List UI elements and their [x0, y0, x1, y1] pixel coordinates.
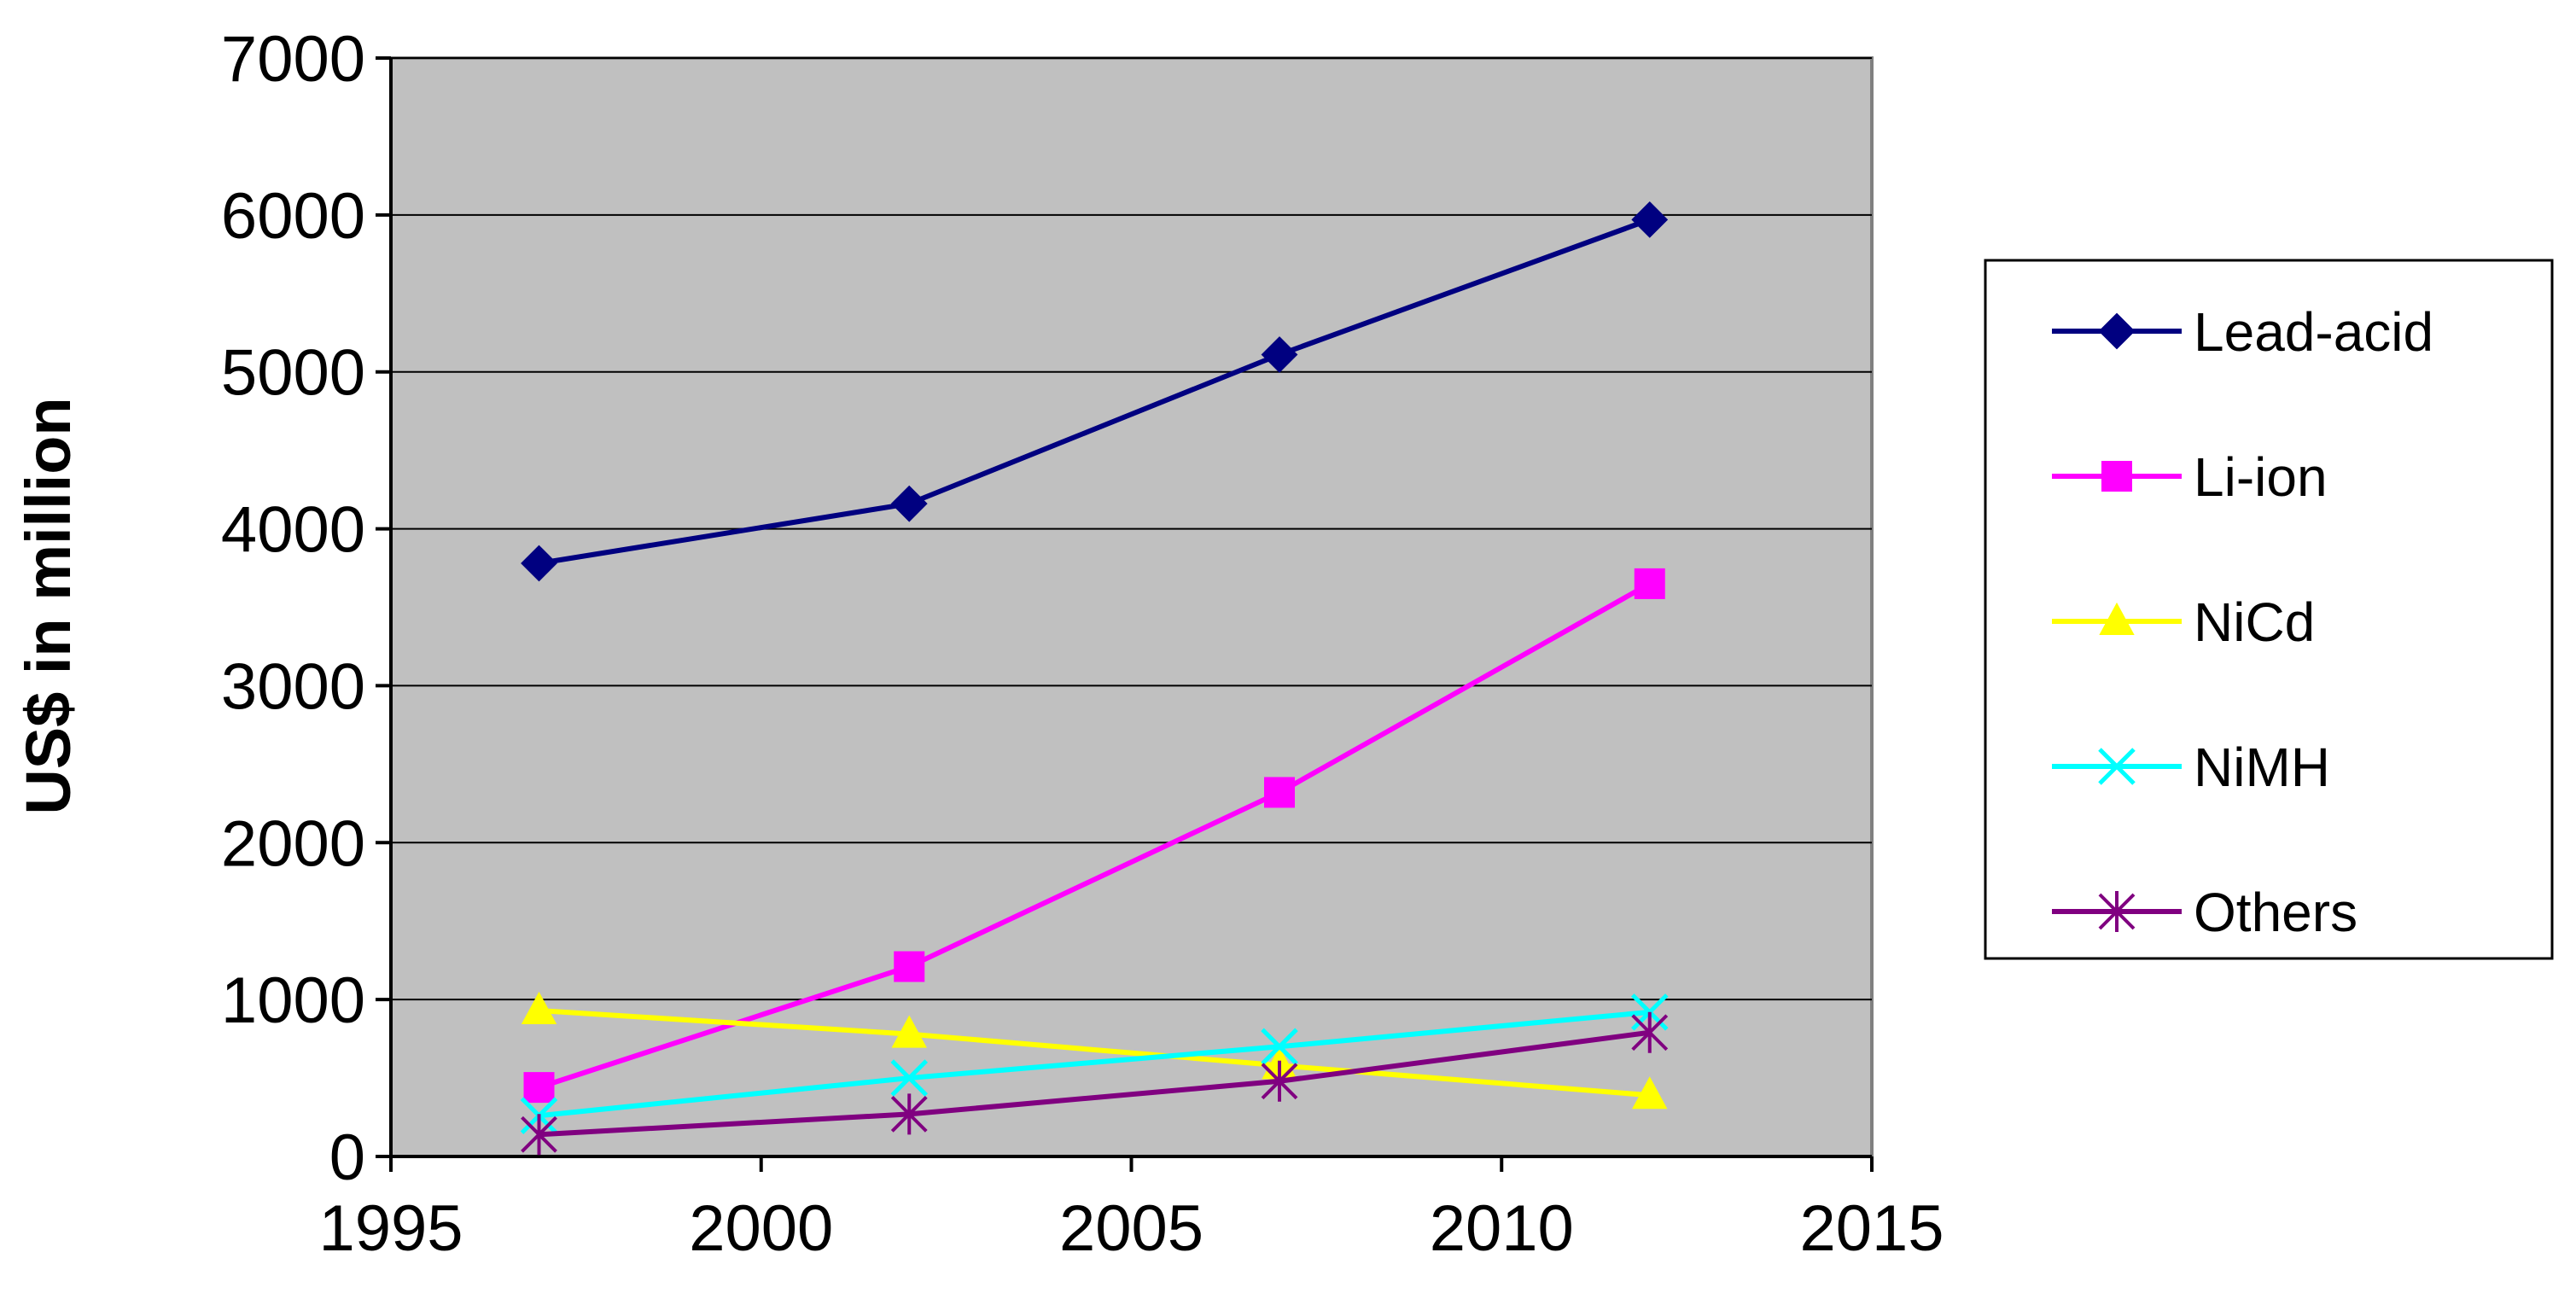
data-point-nicd-1997 [521, 991, 557, 1025]
x-tick-label-1995: 1995 [318, 1192, 463, 1265]
legend-label-li-ion: Li-ion [2194, 446, 2328, 508]
gridlines [391, 57, 1872, 1001]
legend-box [1984, 259, 2554, 960]
data-point-lead-acid-1997 [521, 545, 557, 582]
y-tick-label-1000: 1000 [221, 964, 365, 1037]
y-axis-title: US$ in million [13, 397, 84, 814]
data-point-nimh-2002 [890, 1059, 929, 1097]
x-tick-label-2010: 2010 [1430, 1192, 1574, 1265]
data-point-others-1997 [521, 1114, 557, 1156]
legend-label-nimh: NiMH [2194, 737, 2330, 798]
tick-labels: 0 1000 2000 3000 4000 5000 6000 7000 1995 2000 200… [221, 23, 1944, 1265]
plot-area [389, 56, 1874, 1158]
data-point-lead-acid-2012 [1631, 201, 1669, 238]
axes [376, 56, 1874, 1172]
legend-label-others: Others [2194, 882, 2357, 943]
legend-marker-li-ion [2101, 461, 2132, 492]
data-point-nicd-2012 [1632, 1076, 1668, 1110]
data-point-nicd-2002 [891, 1015, 927, 1048]
y-tick-label-0: 0 [329, 1121, 365, 1194]
data-point-others-2002 [890, 1093, 928, 1135]
y-tick-label-3000: 3000 [221, 650, 365, 723]
legend-marker-nimh [2098, 748, 2136, 785]
series-line-nimh [539, 1009, 1651, 1119]
data-point-others-2007 [1261, 1060, 1298, 1102]
legend-label-nicd: NiCd [2194, 591, 2315, 653]
series-line-nicd [539, 1008, 1650, 1098]
data-point-lead-acid-2002 [890, 485, 928, 522]
y-tick-label-2000: 2000 [221, 807, 365, 880]
legend-marker-lead-acid [2098, 312, 2136, 350]
series-line-lead-acid [539, 217, 1651, 566]
y-tick-label-6000: 6000 [221, 180, 365, 253]
legend-marker-nicd [2099, 602, 2135, 635]
data-point-lead-acid-2007 [1261, 336, 1298, 373]
series-group [520, 201, 1669, 1156]
x-tick-label-2005: 2005 [1059, 1192, 1203, 1265]
data-point-li-ion-2007 [1264, 777, 1295, 808]
x-tick-label-2015: 2015 [1799, 1192, 1944, 1265]
data-point-li-ion-1997 [523, 1072, 555, 1104]
legend-marker-others [2098, 891, 2136, 932]
y-tick-label-7000: 7000 [221, 23, 365, 96]
y-tick-label-4000: 4000 [221, 494, 365, 567]
data-point-li-ion-2002 [894, 951, 925, 982]
data-point-nimh-2007 [1261, 1028, 1298, 1066]
data-point-li-ion-2012 [1634, 568, 1665, 599]
y-tick-label-5000: 5000 [221, 337, 365, 410]
series-line-li-ion [538, 581, 1652, 1090]
legend-label-lead-acid: Lead-acid [2194, 301, 2433, 363]
data-point-others-2012 [1631, 1011, 1669, 1053]
legend: Lead-acid Li-ion NiCd NiMH Others [1984, 259, 2554, 960]
series-line-others [539, 1029, 1651, 1138]
x-tick-label-2000: 2000 [689, 1192, 833, 1265]
